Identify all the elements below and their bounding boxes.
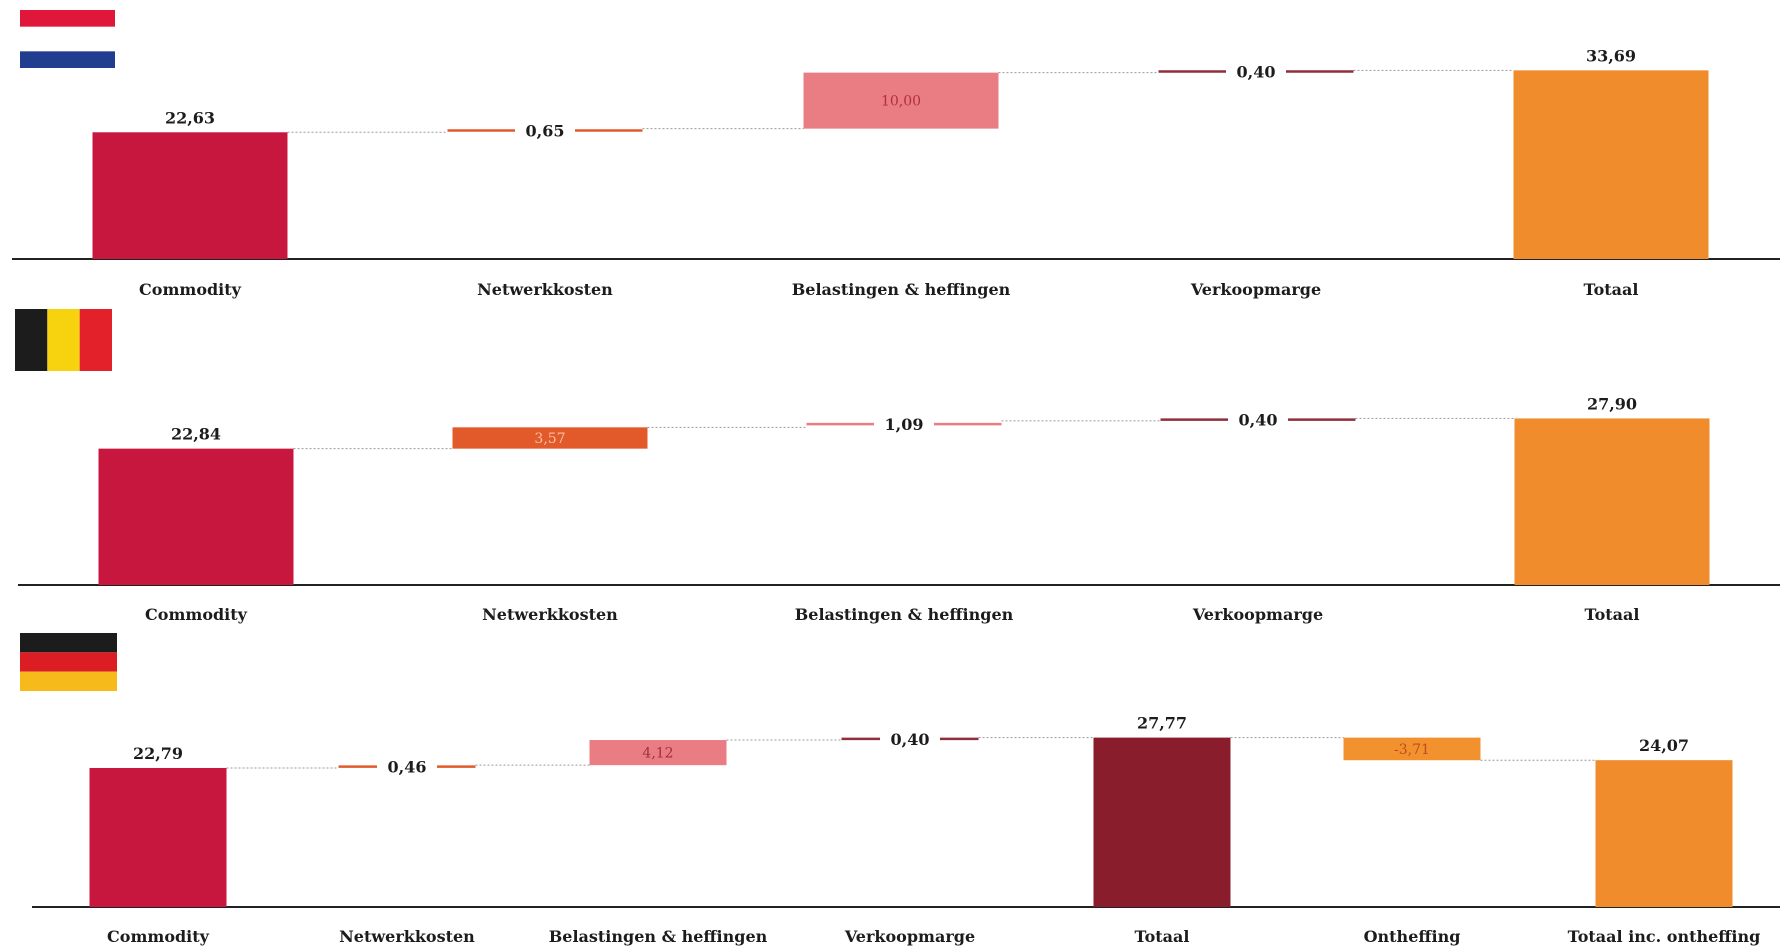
bar — [98, 448, 294, 585]
data-label: 24,07 — [1639, 736, 1689, 755]
data-label: 0,40 — [1237, 63, 1276, 82]
bar — [803, 72, 999, 129]
belgium-flag-stripe — [79, 309, 112, 371]
category-label: Commodity — [145, 605, 248, 624]
category-label: Commodity — [107, 927, 210, 946]
category-label: Verkoopmarge — [1190, 280, 1321, 299]
germany-flag-stripe — [20, 633, 117, 653]
category-label: Totaal — [1584, 280, 1639, 299]
data-label: 10,00 — [881, 94, 921, 110]
category-label: Verkoopmarge — [844, 927, 975, 946]
category-label: Belastingen & heffingen — [795, 605, 1014, 624]
netherlands-flag-stripe — [20, 51, 115, 68]
data-label: 1,09 — [885, 415, 924, 434]
belgium-flag-stripe — [15, 309, 48, 371]
belgium-flag-stripe — [47, 309, 80, 371]
bar — [1093, 737, 1231, 907]
data-label: 0,40 — [1239, 411, 1278, 430]
data-label: 27,77 — [1137, 714, 1187, 733]
category-label: Totaal inc. ontheffing — [1568, 927, 1761, 946]
data-label: 0,65 — [526, 121, 565, 140]
data-label: 3,57 — [534, 431, 565, 447]
bar — [452, 427, 648, 449]
bar — [1514, 418, 1710, 585]
category-label: Belastingen & heffingen — [549, 927, 768, 946]
bar — [92, 132, 288, 259]
category-label: Ontheffing — [1364, 927, 1461, 946]
bar — [1513, 70, 1709, 259]
netherlands-flag-stripe — [20, 10, 115, 27]
category-label: Netwerkkosten — [477, 280, 613, 299]
germany-flag-stripe — [20, 652, 117, 672]
data-label: -3,71 — [1394, 742, 1430, 758]
data-label: 22,63 — [165, 108, 215, 127]
data-label: 0,40 — [891, 730, 930, 749]
germany-flag-stripe — [20, 671, 117, 691]
data-label: 4,12 — [642, 746, 673, 762]
bar — [1595, 760, 1733, 907]
category-label: Totaal — [1585, 605, 1640, 624]
category-label: Commodity — [139, 280, 242, 299]
data-label: 0,46 — [388, 758, 427, 777]
category-label: Totaal — [1135, 927, 1190, 946]
data-label: 22,84 — [171, 425, 221, 444]
category-label: Verkoopmarge — [1192, 605, 1323, 624]
bar — [89, 767, 227, 907]
data-label: 27,90 — [1587, 394, 1637, 413]
category-label: Netwerkkosten — [339, 927, 475, 946]
category-label: Netwerkkosten — [482, 605, 618, 624]
bar — [589, 740, 727, 766]
data-label: 33,69 — [1586, 46, 1636, 65]
bar — [1343, 737, 1481, 761]
category-label: Belastingen & heffingen — [792, 280, 1011, 299]
data-label: 22,79 — [133, 744, 183, 763]
